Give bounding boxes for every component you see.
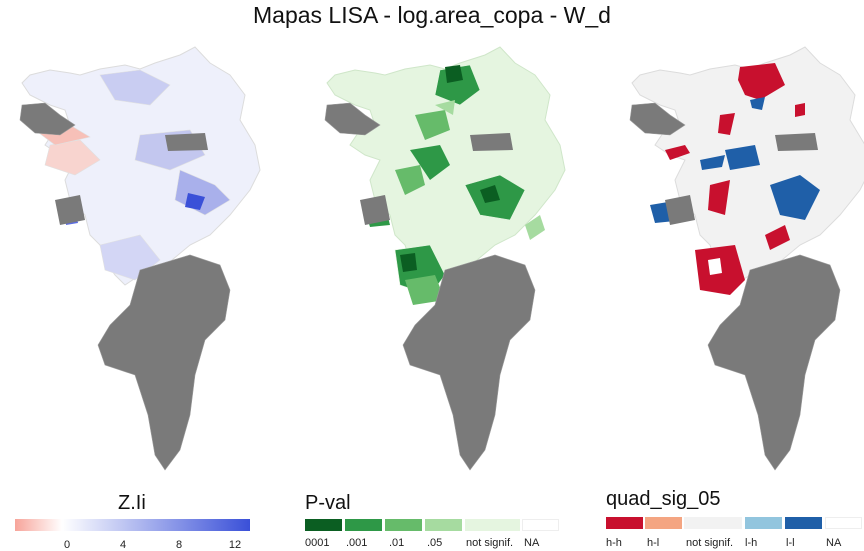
pval-label-na: NA	[524, 537, 540, 549]
pval-swatch-0001	[305, 519, 342, 531]
pval-swatch-05	[425, 519, 462, 531]
zli-tick-0: 0	[63, 539, 71, 551]
pval-swatch-01	[385, 519, 422, 531]
map-pval	[324, 46, 566, 471]
pval-label-0001: 0001	[305, 537, 330, 549]
map-zli	[19, 46, 261, 471]
legend-title-pval: P-val	[305, 492, 351, 514]
map-quad	[629, 46, 864, 471]
quad-label-ll: l-l	[786, 537, 795, 549]
quad-swatch-notsig	[684, 517, 742, 529]
quad-label-na: NA	[826, 537, 842, 549]
quad-swatch-hl	[645, 517, 682, 529]
page-title: Mapas LISA - log.area_copa - W_d	[253, 2, 611, 28]
quad-label-lh: l-h	[745, 537, 758, 549]
zli-tick-4: 4	[119, 539, 127, 551]
legend-title-zli: Z.Ii	[118, 492, 146, 514]
quad-label-hl: h-l	[647, 537, 660, 549]
pval-label-01: .01	[389, 537, 405, 549]
pval-label-notsig: not signif.	[466, 537, 514, 549]
quad-label-notsig: not signif.	[686, 537, 734, 549]
pval-swatch-notsig	[465, 519, 520, 531]
zli-tick-8: 8	[175, 539, 183, 551]
pval-label-001: .001	[346, 537, 368, 549]
zli-colorbar	[15, 519, 250, 531]
legend-title-quad: quad_sig_05	[606, 488, 721, 510]
pval-swatch-na	[522, 519, 559, 531]
pval-swatch-001	[345, 519, 382, 531]
zli-tick-12: 12	[228, 539, 242, 551]
quad-swatch-lh	[745, 517, 782, 529]
quad-swatch-na	[825, 517, 862, 529]
quad-swatch-hh	[606, 517, 643, 529]
quad-swatch-ll	[785, 517, 822, 529]
quad-label-hh: h-h	[606, 537, 622, 549]
pval-label-05: .05	[427, 537, 443, 549]
